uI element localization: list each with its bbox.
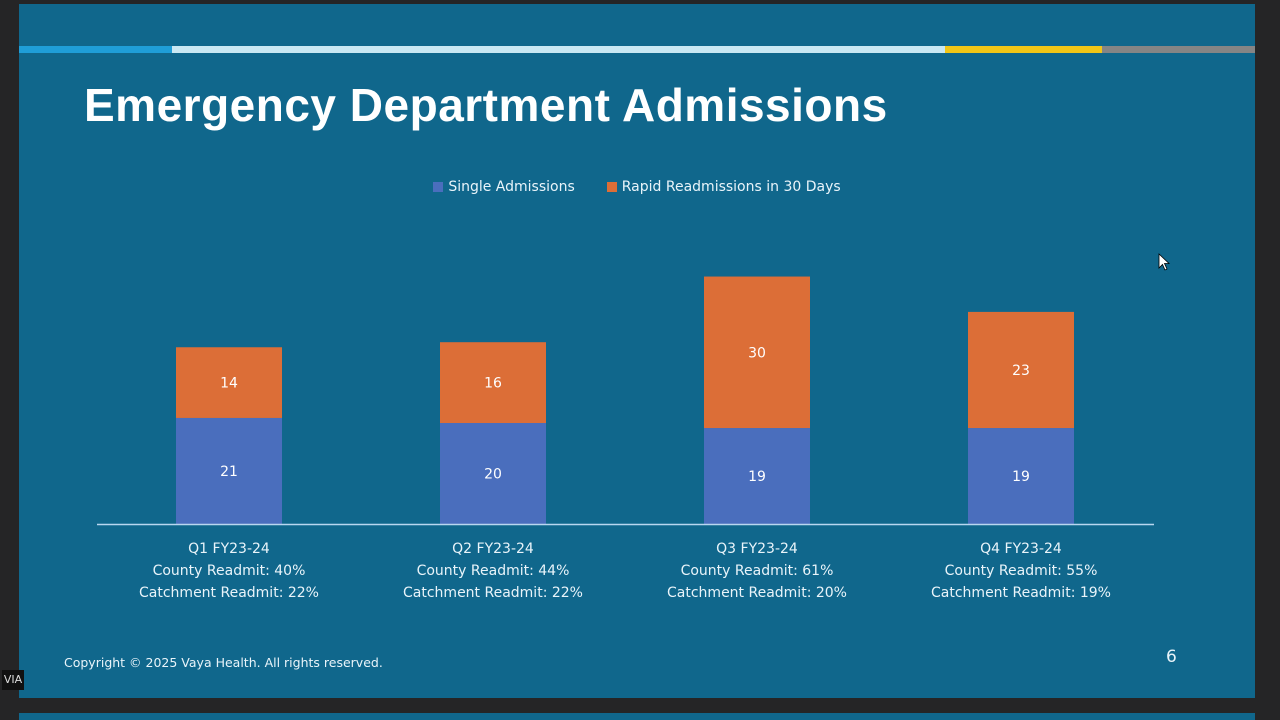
next-slide-edge bbox=[19, 713, 1255, 720]
data-label-rapid-q3: 30 bbox=[748, 345, 766, 361]
legend-item-rapid: Rapid Readmissions in 30 Days bbox=[606, 179, 841, 195]
legend-item-single: Single Admissions bbox=[433, 179, 575, 195]
category-sublabel-q3-2: Catchment Readmit: 20% bbox=[667, 585, 847, 601]
category-label-q1: Q1 FY23-24 bbox=[188, 541, 270, 557]
category-sublabel-q3-1: County Readmit: 61% bbox=[681, 563, 834, 579]
data-label-single-q3: 19 bbox=[748, 469, 766, 485]
category-label-q2: Q2 FY23-24 bbox=[452, 541, 534, 557]
mouse-cursor-icon bbox=[1158, 253, 1170, 271]
data-label-rapid-q4: 23 bbox=[1012, 363, 1030, 379]
data-label-rapid-q2: 16 bbox=[484, 376, 502, 392]
category-sublabel-q1-1: County Readmit: 40% bbox=[153, 563, 306, 579]
data-label-single-q4: 19 bbox=[1012, 469, 1030, 485]
corner-tag: VIA bbox=[2, 670, 24, 690]
category-label-q4: Q4 FY23-24 bbox=[980, 541, 1062, 557]
accent-stripe-yellow bbox=[945, 46, 1102, 53]
category-sublabel-q2-2: Catchment Readmit: 22% bbox=[403, 585, 583, 601]
data-label-rapid-q1: 14 bbox=[220, 376, 238, 392]
bar-segment-single-q3 bbox=[704, 428, 810, 524]
copyright-text: Copyright © 2025 Vaya Health. All rights… bbox=[64, 655, 383, 670]
accent-stripe-blue bbox=[19, 46, 172, 53]
legend-swatch-rapid bbox=[606, 182, 617, 192]
slide-title: Emergency Department Admissions bbox=[84, 79, 888, 131]
category-label-q3: Q3 FY23-24 bbox=[716, 541, 798, 557]
category-sublabel-q4-1: County Readmit: 55% bbox=[945, 563, 1098, 579]
chart-legend: Single Admissions Rapid Readmissions in … bbox=[19, 179, 1255, 195]
bar-segment-single-q4 bbox=[968, 428, 1074, 524]
page-number: 6 bbox=[1166, 647, 1177, 667]
data-label-single-q1: 21 bbox=[220, 464, 238, 480]
data-label-single-q2: 20 bbox=[484, 467, 502, 483]
bar-segment-rapid-q4 bbox=[968, 311, 1074, 429]
slide: Emergency Department Admissions Single A… bbox=[19, 4, 1255, 698]
bar-segment-rapid-q2 bbox=[440, 342, 546, 423]
legend-swatch-single bbox=[433, 182, 444, 192]
accent-stripe-light bbox=[172, 46, 945, 53]
bar-segment-rapid-q1 bbox=[176, 347, 282, 418]
bar-segment-single-q2 bbox=[440, 423, 546, 524]
category-sublabel-q4-2: Catchment Readmit: 19% bbox=[931, 585, 1111, 601]
bar-segment-single-q1 bbox=[176, 417, 282, 524]
legend-label-rapid: Rapid Readmissions in 30 Days bbox=[621, 179, 841, 195]
legend-label-single: Single Admissions bbox=[448, 179, 575, 195]
stacked-bar-chart: 21 14 Q1 FY23-24 County Readmit: 40% Catchme… bbox=[97, 276, 1154, 601]
category-sublabel-q1-2: Catchment Readmit: 22% bbox=[139, 585, 319, 601]
bar-segment-rapid-q3 bbox=[704, 276, 810, 429]
accent-stripe-gray bbox=[1102, 46, 1255, 53]
category-sublabel-q2-1: County Readmit: 44% bbox=[417, 563, 570, 579]
